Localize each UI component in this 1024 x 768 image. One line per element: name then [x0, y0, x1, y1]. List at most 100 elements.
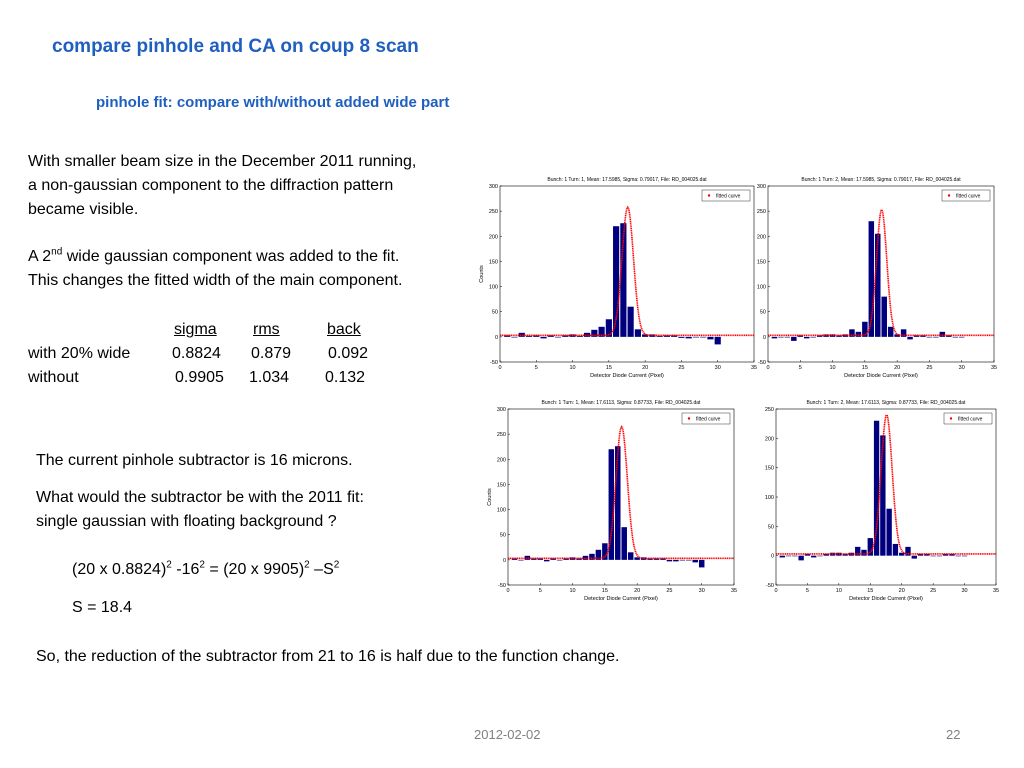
histogram-bar — [943, 553, 949, 556]
plot-turn2-bottom: Bunch: 1 Turn: 2, Mean: 17.6113, Sigma: … — [752, 395, 1000, 607]
intro-line-1: With smaller beam size in the December 2… — [28, 153, 417, 170]
y-tick-label: 300 — [497, 407, 506, 413]
histogram-bar — [511, 336, 518, 338]
y-tick-label: 0 — [495, 335, 498, 341]
histogram-bar — [602, 543, 608, 560]
y-tick-label: 200 — [497, 457, 506, 463]
histogram-bar — [524, 555, 531, 560]
y-tick-label: 200 — [757, 234, 766, 240]
y-tick-label: 300 — [757, 184, 766, 190]
subtractor-text: The current pinhole subtractor is 16 mic… — [36, 452, 353, 469]
slide-subtitle: pinhole fit: compare with/without added … — [96, 94, 450, 111]
histogram-bar — [518, 559, 524, 561]
histogram-bar — [842, 553, 848, 556]
histogram-bar — [678, 336, 685, 338]
table-header-sigma: sigma — [174, 321, 217, 338]
histogram-bar — [911, 555, 917, 559]
y-tick-label: 150 — [497, 482, 506, 488]
plot-area — [767, 185, 995, 363]
histogram-bar — [823, 553, 829, 556]
y-tick-label: -50 — [490, 360, 498, 366]
histogram-bar — [930, 555, 936, 557]
table-header-rms: rms — [253, 321, 280, 338]
histogram-bar — [855, 546, 861, 556]
histogram-bar — [784, 336, 791, 338]
plot-area — [499, 185, 755, 363]
histogram-bar — [685, 336, 692, 339]
x-axis-label: Detector Diode Current (Pixel) — [844, 373, 918, 379]
chart-title: Bunch: 1 Turn: 1, Mean: 17.6113, Sigma: … — [542, 400, 702, 406]
x-tick-label: 15 — [867, 588, 873, 594]
histogram-bar — [540, 336, 547, 339]
histogram-bar — [656, 335, 663, 337]
legend-marker — [949, 417, 953, 420]
y-axis-label: Counts — [487, 488, 493, 506]
histogram-bar — [543, 559, 550, 562]
equation-sup: 2 — [304, 559, 310, 571]
x-tick-label: 25 — [666, 588, 672, 594]
fitted-curve-line — [500, 205, 754, 337]
histogram-bar — [640, 557, 647, 560]
y-tick-label: 100 — [489, 285, 498, 291]
question-line-2: single gaussian with floating background… — [36, 513, 337, 530]
y-tick-label: -50 — [766, 583, 774, 589]
legend-marker — [707, 194, 711, 197]
histogram-bar — [926, 336, 933, 338]
plot-area — [775, 408, 997, 586]
histogram-bar — [913, 335, 920, 337]
question-line-1: What would the subtractor be with the 20… — [36, 489, 364, 506]
histogram-bar — [836, 552, 842, 556]
x-tick-label: 25 — [678, 365, 684, 371]
y-tick-label: 50 — [500, 533, 506, 539]
fitted-curve-line — [508, 425, 734, 560]
histogram-bar — [771, 336, 778, 339]
histogram-bar — [679, 559, 686, 561]
table-cell-sigma: 0.9905 — [175, 369, 224, 386]
table-cell-back: 0.132 — [325, 369, 366, 386]
y-tick-label: 250 — [497, 432, 506, 438]
x-tick-label: 20 — [894, 365, 900, 371]
histogram-bar — [875, 233, 881, 337]
fitted-curve-line — [776, 413, 996, 555]
x-tick-label: 15 — [862, 365, 868, 371]
legend-marker — [687, 417, 691, 420]
second-component-prefix: A 2 — [28, 248, 52, 265]
x-tick-label: 30 — [699, 588, 705, 594]
histogram-bar — [576, 335, 583, 337]
histogram-bar — [698, 559, 705, 568]
histogram-bar — [778, 336, 784, 338]
chart-title: Bunch: 1 Turn: 1, Mean: 17.5985, Sigma: … — [547, 177, 707, 183]
histogram-bar — [880, 435, 886, 556]
legend-box — [681, 412, 731, 425]
histogram-bar — [952, 336, 959, 338]
histogram-bar — [936, 555, 943, 557]
histogram-bar — [598, 326, 605, 337]
histogram-bar — [829, 334, 836, 337]
y-tick-label: -50 — [498, 583, 506, 589]
y-tick-label: 300 — [489, 184, 498, 190]
chart-title: Bunch: 1 Turn: 2, Mean: 17.6113, Sigma: … — [807, 400, 967, 406]
y-tick-label: 250 — [489, 209, 498, 215]
y-tick-label: 150 — [757, 259, 766, 265]
histogram-bar — [798, 555, 804, 561]
histogram-bar — [554, 336, 562, 338]
plot-turn2-top: Bunch: 1 Turn: 2, Mean: 17.5985, Sigma: … — [744, 172, 998, 384]
table-header-back: back — [327, 321, 361, 338]
histogram-bar — [881, 296, 887, 337]
fitted-curve-line — [768, 208, 994, 337]
histogram-bar — [634, 557, 640, 560]
chart-title: Bunch: 1 Turn: 2, Mean: 17.5985, Sigma: … — [801, 177, 961, 183]
histogram-bar — [785, 555, 792, 557]
second-component-line: A 2nd wide gaussian component was added … — [28, 245, 399, 269]
equation-part: = (20 x 9905) — [204, 561, 305, 578]
y-tick-label: 50 — [768, 524, 774, 530]
histogram-chart: Bunch: 1 Turn: 1, Mean: 17.6113, Sigma: … — [487, 400, 737, 602]
histogram-bar — [939, 331, 946, 337]
histogram-bar — [673, 559, 679, 562]
histogram-bar — [848, 552, 855, 556]
intro-line-3: became visible. — [28, 201, 139, 218]
histogram-bar — [666, 559, 673, 562]
y-tick-label: 0 — [503, 558, 506, 564]
x-tick-label: 0 — [506, 588, 509, 594]
y-tick-label: 250 — [757, 209, 766, 215]
